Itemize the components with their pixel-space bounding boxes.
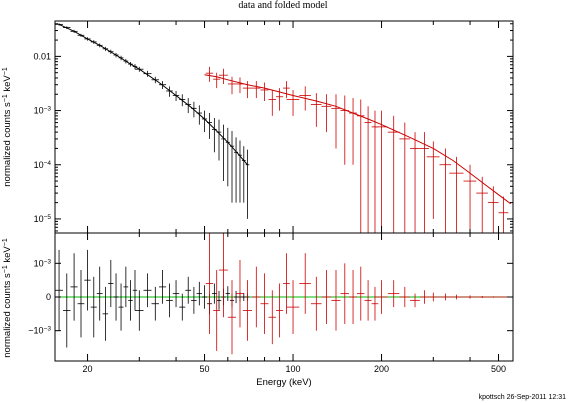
bottom-y-tick-label: 0 bbox=[46, 292, 51, 302]
bottom-panel-marks bbox=[55, 233, 513, 355]
bottom-panel-frame bbox=[54, 232, 514, 362]
top-y-tick-label: 10−5 bbox=[34, 213, 52, 224]
x-tick-label: 20 bbox=[83, 364, 93, 374]
bottom-panel-ticks: 10−3 0 −10−3 bbox=[28, 258, 513, 336]
bottom-y-axis-label: normalized counts s−1 keV−1 bbox=[2, 238, 14, 358]
footer-stamp: kpottsch 26-Sep-2011 12:31 bbox=[479, 394, 567, 401]
top-panel-ticks: 0.01 10−3 10−4 10−5 bbox=[33, 23, 513, 232]
bottom-y-tick-label: −10−3 bbox=[28, 325, 51, 336]
chart-title: data and folded model bbox=[238, 0, 327, 11]
top-y-tick-label: 10−3 bbox=[34, 105, 52, 116]
x-tick-label: 50 bbox=[200, 364, 210, 374]
top-y-axis-label: normalized counts s−1 keV−1 bbox=[2, 67, 14, 187]
top-series-red-model-line bbox=[204, 74, 511, 205]
top-series-black-model-line bbox=[58, 23, 248, 166]
top-y-tick-label: 0.01 bbox=[33, 51, 51, 61]
bottom-y-tick-label: 10−3 bbox=[34, 258, 52, 269]
x-tick-label: 100 bbox=[286, 364, 301, 374]
top-panel-marks bbox=[55, 23, 511, 233]
x-axis-label: Energy (keV) bbox=[256, 377, 311, 388]
top-panel: 0.01 10−3 10−4 10−5 bbox=[33, 20, 514, 234]
x-axis-ticks: 20 50 100 200 500 bbox=[83, 21, 506, 374]
top-panel-frame bbox=[54, 20, 514, 234]
bottom-panel: 10−3 0 −10−3 bbox=[28, 232, 514, 362]
x-tick-label: 200 bbox=[374, 364, 389, 374]
x-tick-label: 500 bbox=[491, 364, 506, 374]
top-y-tick-label: 10−4 bbox=[34, 159, 52, 170]
